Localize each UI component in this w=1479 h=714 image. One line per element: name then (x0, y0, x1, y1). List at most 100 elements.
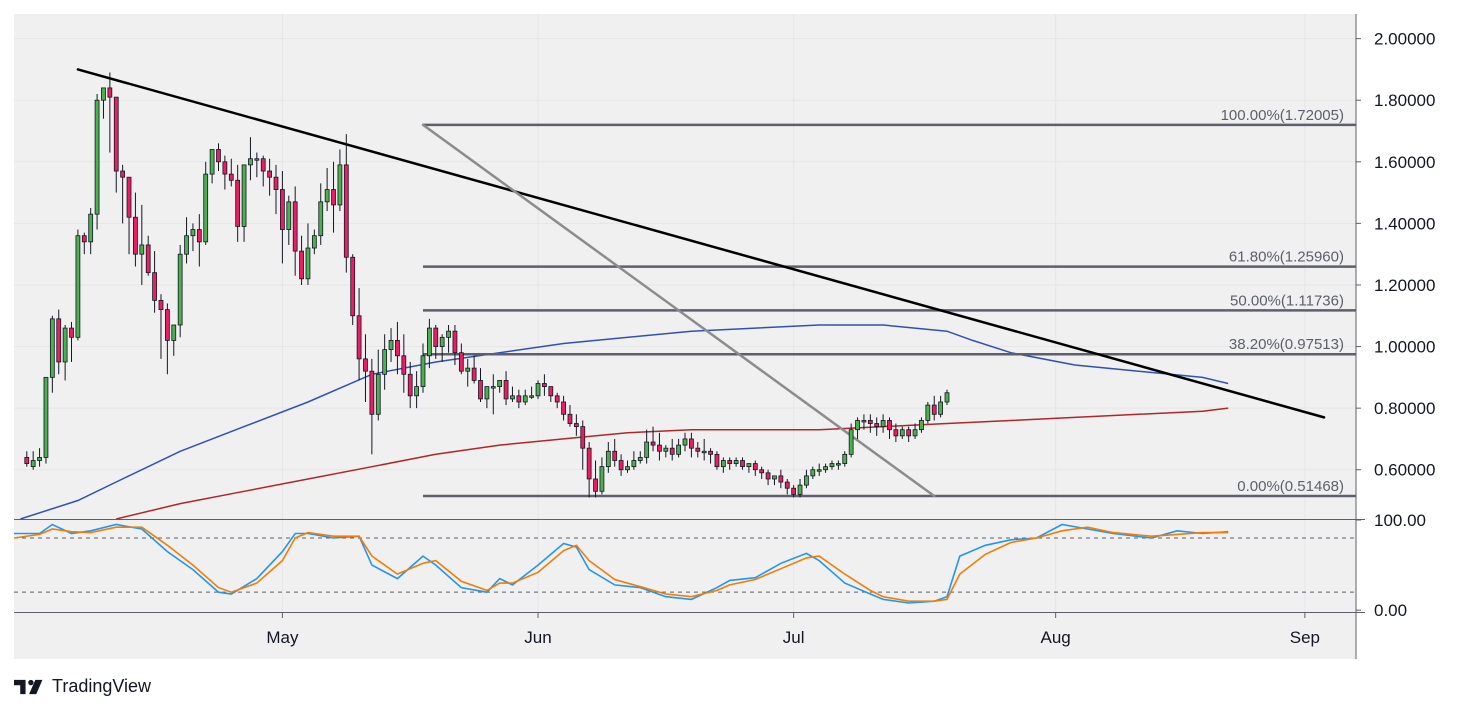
candle-body (324, 189, 330, 203)
candle-body (759, 469, 765, 474)
candle-body (605, 450, 611, 468)
candle-body (267, 170, 273, 178)
fibonacci-retracement[interactable]: 100.00%(1.72005) 61.80%(1.25960) 50.00%(1.… (422, 107, 1356, 498)
candle-up (676, 438, 681, 458)
candle-body (81, 235, 87, 243)
candle-down (548, 386, 554, 402)
candle-up (535, 380, 541, 399)
candle-down (650, 426, 656, 452)
candle-body (139, 244, 145, 255)
candle-body (663, 447, 669, 452)
candle-down (759, 466, 765, 479)
candle-body (893, 429, 899, 437)
candle-up (254, 152, 260, 178)
candle-body (740, 460, 745, 468)
candle-down (593, 460, 598, 498)
candle-down (567, 405, 573, 427)
candle-body (797, 484, 803, 495)
candle-body (516, 395, 522, 403)
candle-body (101, 87, 106, 101)
candle-down (369, 358, 375, 455)
candle-body (446, 330, 451, 338)
candle-down (343, 134, 349, 273)
candle-up (497, 380, 503, 393)
candle-body (529, 395, 535, 398)
candle-down (216, 143, 221, 172)
candle-body (599, 466, 605, 492)
candle-down (69, 321, 74, 362)
candle-body (804, 475, 809, 486)
candle-body (752, 463, 758, 471)
candle-body (899, 429, 905, 437)
candle-up (286, 195, 292, 245)
candle-body (637, 457, 643, 461)
candle-up (375, 349, 381, 421)
candle-up (829, 460, 835, 470)
candle-body (880, 420, 886, 428)
candle-body (273, 176, 279, 190)
candle-down (471, 355, 477, 384)
candle-up (139, 204, 145, 285)
candle-down (874, 417, 880, 436)
candle-body (906, 429, 912, 437)
candle-body (133, 216, 138, 255)
candle-up (848, 423, 854, 458)
candle-body (586, 447, 592, 480)
candle-body (375, 373, 381, 415)
candle-down (714, 451, 720, 470)
candle-body (401, 355, 407, 375)
candle-body (75, 235, 81, 338)
candle-body (388, 340, 394, 351)
candle-up (529, 386, 535, 399)
brand-name: TradingView (52, 676, 152, 696)
candle-up (810, 466, 816, 479)
candle-body (299, 250, 304, 280)
candle-up (599, 457, 605, 495)
candle-down (126, 176, 132, 255)
candle-up (772, 475, 777, 486)
candle-body (484, 386, 490, 400)
candle-body (676, 444, 681, 455)
candle-body (612, 450, 618, 461)
candle-body (554, 395, 560, 403)
candle-body (343, 164, 349, 258)
time-tick-label: Aug (1041, 628, 1071, 647)
candle-up (733, 457, 739, 467)
brand[interactable]: TradingView (14, 676, 151, 697)
candle-body (542, 383, 547, 387)
candle-body (631, 460, 637, 468)
candle-body (222, 161, 228, 175)
candle-body (337, 164, 343, 206)
candle-down (695, 442, 701, 458)
tradingview-logo-icon (14, 679, 43, 694)
candle-down (689, 432, 694, 458)
candle-up (899, 426, 905, 439)
candle-body (209, 149, 215, 175)
candle-body (382, 349, 388, 375)
candle-body (152, 272, 157, 301)
candle-up (420, 343, 426, 393)
candle-body (657, 444, 662, 452)
candle-body (62, 327, 68, 363)
descending-trendline (76, 68, 1326, 419)
candle-down (401, 334, 407, 393)
candle-body (37, 457, 42, 461)
candle-body (490, 386, 496, 389)
candle-up (804, 469, 809, 489)
candle-down (586, 442, 592, 498)
candle-up (842, 451, 848, 467)
price-tick-label: 1.20000 (1374, 276, 1435, 295)
candle-down (765, 469, 771, 486)
price-tick-label: 2.00000 (1374, 30, 1435, 49)
candle-up (919, 417, 924, 433)
candle-body (164, 309, 170, 341)
candle-body (30, 460, 36, 468)
candle-body (848, 429, 854, 455)
candle-up (625, 460, 630, 473)
candle-body (292, 201, 298, 252)
candle-body (548, 386, 554, 397)
candle-up (177, 244, 183, 338)
candle-down (196, 214, 202, 267)
candle-body (593, 478, 598, 492)
candle-body (669, 447, 675, 455)
